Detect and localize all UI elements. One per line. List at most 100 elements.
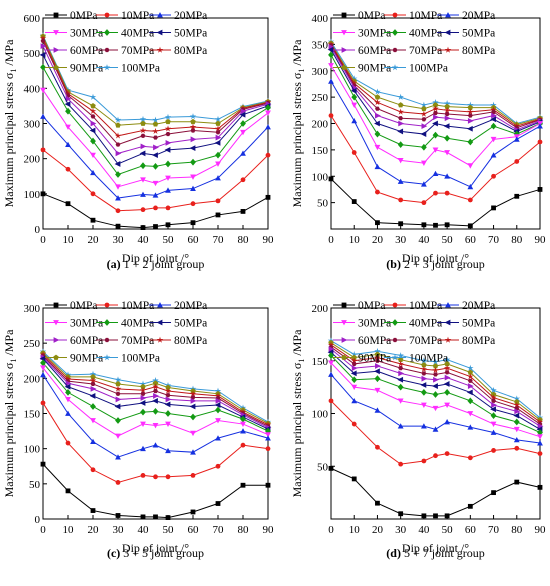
data-point	[374, 368, 380, 375]
data-point	[240, 415, 246, 423]
data-point	[351, 397, 358, 404]
data-point	[467, 373, 474, 380]
data-point	[467, 383, 474, 389]
data-point	[139, 386, 147, 394]
data-point	[328, 176, 334, 182]
data-point	[165, 384, 171, 390]
legend-label: 30MPa	[70, 318, 103, 330]
y-axis-title-main: Maximum principal stress σ	[290, 72, 304, 207]
data-point	[397, 102, 404, 108]
data-point	[115, 184, 121, 190]
data-point	[114, 385, 122, 392]
data-point	[152, 377, 159, 384]
data-point	[420, 423, 427, 429]
data-point	[398, 370, 405, 377]
data-point	[165, 118, 171, 125]
data-point	[90, 103, 96, 109]
data-point	[328, 371, 334, 377]
series-60MPa	[40, 354, 272, 431]
legend-label: 50MPa	[462, 28, 495, 40]
data-point	[421, 371, 427, 376]
x-tick-label: 10	[63, 234, 75, 246]
data-point	[165, 187, 171, 193]
data-point	[140, 191, 146, 197]
data-point	[467, 113, 473, 118]
data-point	[115, 480, 121, 485]
legend-marker	[156, 46, 164, 53]
data-point	[90, 403, 96, 410]
legend-marker	[53, 354, 59, 360]
y-tick-label: 400	[24, 83, 41, 95]
data-point	[467, 117, 474, 124]
series-10MPa	[328, 113, 543, 206]
data-point	[537, 423, 544, 430]
data-point	[65, 124, 71, 130]
data-point	[152, 116, 159, 123]
caption-label: (a)	[107, 257, 124, 271]
data-point	[537, 123, 543, 129]
data-point	[114, 116, 122, 123]
data-point	[240, 421, 246, 427]
data-point	[444, 111, 450, 117]
data-point	[265, 427, 271, 435]
y-tick-label: 300	[24, 303, 41, 315]
data-point	[490, 406, 496, 413]
data-point	[152, 380, 159, 386]
data-point	[190, 136, 197, 143]
data-point	[374, 163, 381, 170]
x-axis-title: Dip of joint /°	[402, 541, 469, 555]
data-point	[444, 389, 451, 396]
y-axis-title: Maximum principal stress σ1 /MPa	[290, 329, 306, 497]
data-point	[490, 429, 497, 435]
series-0MPa	[40, 461, 271, 520]
x-tick-label: 50	[163, 524, 175, 536]
panel-caption: (c) 3 + 5 joint group	[107, 546, 204, 560]
data-point	[115, 150, 122, 157]
data-point	[152, 180, 159, 187]
data-point	[421, 123, 428, 130]
legend-label: 30MPa	[358, 28, 391, 40]
data-point	[491, 448, 496, 453]
data-point	[432, 105, 439, 112]
data-point	[164, 113, 172, 120]
data-point	[240, 108, 247, 115]
data-point	[514, 398, 520, 405]
data-point	[189, 403, 196, 410]
data-point	[152, 152, 158, 159]
data-point	[444, 190, 450, 196]
legend-marker	[104, 12, 110, 18]
y-axis-title-unit: /MPa	[2, 329, 16, 359]
data-point	[444, 103, 450, 109]
data-point	[420, 382, 427, 388]
data-point	[398, 221, 404, 227]
data-point	[152, 192, 159, 198]
data-point	[350, 357, 358, 364]
data-point	[64, 90, 72, 97]
data-point	[375, 106, 380, 111]
data-point	[374, 94, 381, 100]
data-point	[351, 117, 358, 124]
data-point	[139, 150, 146, 157]
data-point	[490, 106, 497, 113]
series-20MPa	[328, 371, 543, 446]
data-point	[115, 223, 121, 229]
y-tick-label: 100	[312, 409, 329, 421]
legend-label: 100MPa	[409, 353, 448, 365]
legend-marker	[341, 354, 347, 360]
data-point	[215, 175, 221, 181]
data-point	[536, 418, 544, 425]
data-point	[374, 88, 381, 95]
legend-label: 70MPa	[409, 45, 442, 57]
data-point	[240, 129, 246, 136]
data-point	[39, 34, 47, 42]
data-point	[443, 100, 451, 107]
data-point	[444, 419, 451, 425]
legend-label: 80MPa	[174, 45, 207, 57]
legend-label: 40MPa	[409, 318, 442, 330]
data-point	[398, 366, 404, 371]
series-line	[42, 358, 269, 430]
data-point	[140, 395, 147, 401]
series-line	[330, 467, 541, 517]
data-point	[139, 127, 147, 134]
y-axis-title-unit: /MPa	[290, 329, 304, 359]
